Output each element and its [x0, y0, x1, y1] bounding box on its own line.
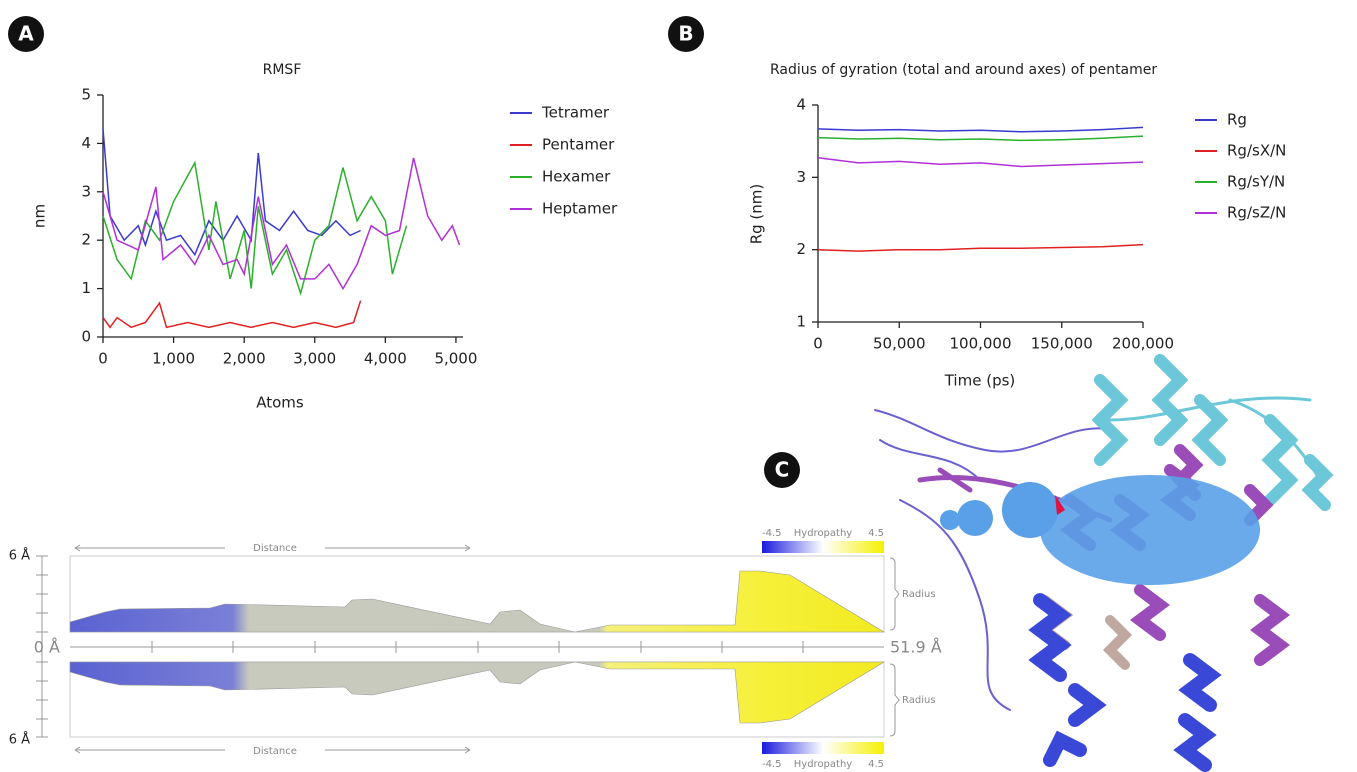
- panel-label: A: [18, 22, 34, 46]
- x-tick-label: 150,000: [1031, 335, 1093, 353]
- y-tick-label: 1: [81, 279, 91, 297]
- distance-label: Distance: [253, 746, 297, 757]
- hydropathy-min: -4.5: [762, 528, 782, 539]
- legend-label: Rg/sY/N: [1227, 173, 1285, 191]
- x-tick-label: 2,000: [223, 350, 266, 368]
- y-tick-label: 0: [81, 328, 91, 346]
- series-line: [818, 136, 1143, 140]
- radius-profile: [70, 571, 884, 632]
- legend-label: Rg: [1227, 111, 1247, 129]
- y-tick-label: 2: [796, 240, 806, 258]
- legend-label: Rg/sX/N: [1227, 142, 1286, 160]
- origin-label: 0 Å: [34, 638, 60, 657]
- x-tick-label: 5,000: [434, 350, 477, 368]
- x-tick-label: 0: [813, 335, 823, 353]
- chart-title: Radius of gyration (total and around axe…: [770, 62, 1157, 78]
- legend-label: Hexamer: [542, 168, 611, 186]
- x-tick-label: 1,000: [152, 350, 195, 368]
- series-line: [103, 158, 460, 289]
- radius-label: Radius: [902, 695, 936, 706]
- channel-profile: 6 Å 0 Å 6 Å 51.9 Å Distance Distance Rad…: [9, 528, 942, 770]
- panel-label: B: [678, 22, 693, 46]
- hydropathy-label: Hydropathy: [794, 759, 853, 770]
- figure: RMSFAtomsnm01234501,0002,0003,0004,0005,…: [0, 0, 1357, 772]
- series-line: [103, 301, 361, 328]
- y-axis-label: Rg (nm): [748, 184, 766, 245]
- legend-label: Heptamer: [542, 200, 618, 218]
- x-axis-label: Time (ps): [944, 372, 1016, 390]
- hydropathy-label: Hydropathy: [794, 528, 853, 539]
- series-line: [103, 163, 407, 294]
- series-line: [818, 245, 1143, 252]
- series-line: [818, 158, 1143, 167]
- length-label: 51.9 Å: [890, 638, 942, 657]
- x-tick-label: 50,000: [873, 335, 926, 353]
- chart-title: RMSF: [263, 62, 302, 78]
- scale-bottom: 6 Å: [9, 732, 30, 748]
- y-tick-label: 1: [796, 313, 806, 331]
- x-tick-label: 100,000: [949, 335, 1011, 353]
- x-tick-label: 3,000: [293, 350, 336, 368]
- y-tick-label: 3: [796, 168, 806, 186]
- hydropathy-bar: [762, 541, 884, 553]
- hydropathy-max: 4.5: [868, 528, 884, 539]
- panel-label: C: [775, 458, 790, 482]
- y-tick-label: 2: [81, 231, 91, 249]
- radius-label: Radius: [902, 589, 936, 600]
- protein-structure: [875, 360, 1325, 765]
- legend-label: Pentamer: [542, 136, 615, 154]
- radius-profile: [70, 662, 884, 723]
- legend-label: Tetramer: [541, 104, 610, 122]
- distance-label: Distance: [253, 543, 297, 554]
- series-line: [818, 127, 1143, 131]
- legend-label: Rg/sZ/N: [1227, 204, 1286, 222]
- hydropathy-bar: [762, 742, 884, 754]
- y-tick-label: 4: [796, 96, 806, 114]
- x-tick-label: 0: [98, 350, 108, 368]
- scale-top: 6 Å: [9, 548, 30, 564]
- x-tick-label: 4,000: [364, 350, 407, 368]
- x-axis-label: Atoms: [256, 394, 304, 412]
- y-tick-label: 4: [81, 134, 91, 152]
- y-tick-label: 3: [81, 182, 91, 200]
- y-tick-label: 5: [81, 86, 91, 104]
- hydropathy-max: 4.5: [868, 759, 884, 770]
- x-tick-label: 200,000: [1112, 335, 1174, 353]
- y-axis-label: nm: [31, 204, 49, 228]
- hydropathy-min: -4.5: [762, 759, 782, 770]
